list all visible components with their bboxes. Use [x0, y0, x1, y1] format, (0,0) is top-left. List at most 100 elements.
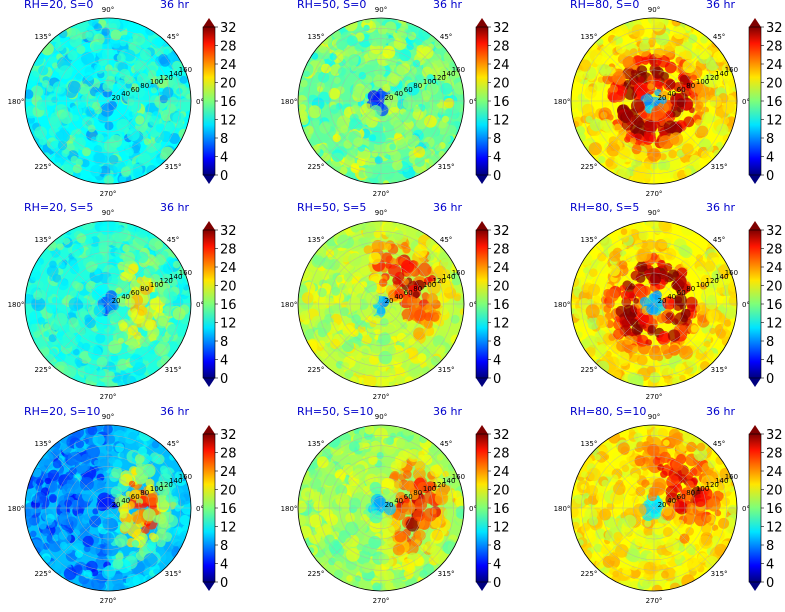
colorbar-tick-label: 28 — [766, 243, 783, 258]
heatmap-cell — [101, 27, 110, 36]
heatmap-cell — [609, 250, 621, 262]
heatmap-cell — [176, 336, 187, 346]
colorbar-tick-label: 32 — [220, 428, 237, 443]
angular-gridline — [595, 100, 655, 160]
heatmap-cell — [111, 67, 119, 75]
heatmap-cell — [128, 274, 137, 282]
heatmap-cell — [38, 65, 49, 76]
colorbar-tick-label: 8 — [766, 132, 774, 147]
heatmap-cell — [160, 130, 172, 143]
angle-tick-label: 90° — [375, 209, 387, 217]
angle-tick-label: 315° — [711, 163, 728, 171]
heatmap-cell — [630, 124, 640, 134]
heatmap-cell — [179, 75, 188, 84]
heatmap-cell — [63, 567, 77, 580]
heatmap-cell — [706, 144, 714, 152]
colorbar-tick-label: 16 — [220, 95, 237, 110]
heatmap-cell — [93, 304, 106, 317]
heatmap-cell — [640, 112, 648, 119]
heatmap-cell — [104, 121, 114, 131]
heatmap-cell — [52, 459, 62, 469]
heatmap-cell — [381, 371, 390, 379]
heatmap-cell — [158, 317, 168, 327]
heatmap-cell — [116, 53, 126, 63]
heatmap-cell — [652, 121, 660, 129]
angle-tick-label: 180° — [8, 301, 25, 309]
colorbar-tick-label: 8 — [220, 539, 228, 554]
angle-tick-label: 180° — [8, 98, 25, 106]
polar-panel: 20 40 60 80 10012014016090°45°0°315°270°225°… — [8, 405, 237, 605]
radial-tick-label: 40 — [121, 90, 130, 98]
colorbar-tick-label: 0 — [220, 372, 228, 387]
heatmap-cell — [59, 505, 67, 513]
heatmap-cell — [326, 513, 338, 526]
radial-tick-label: 60 — [131, 289, 140, 297]
panel-time-label: 36 hr — [433, 0, 462, 11]
heatmap-cell — [36, 478, 44, 486]
polar-panel: 20 40 60 80 10012014016090°45°0°315°270°225°… — [8, 0, 237, 198]
heatmap-cell — [699, 535, 713, 549]
heatmap-cell — [382, 488, 390, 496]
heatmap-cell — [650, 18, 665, 32]
heatmap-cell — [372, 582, 382, 591]
heatmap-cell — [367, 90, 380, 103]
heatmap-cell — [401, 259, 415, 273]
heatmap-cell — [444, 97, 455, 109]
heatmap-cell — [135, 115, 145, 125]
heatmap-cell — [25, 89, 34, 99]
heatmap-cell — [609, 92, 618, 101]
heatmap-cell — [690, 74, 697, 81]
angle-tick-label: 315° — [165, 163, 182, 171]
panel-time-label: 36 hr — [706, 0, 735, 11]
heatmap-cell — [641, 57, 650, 65]
heatmap-cell — [649, 372, 661, 383]
radial-tick-label: 40 — [667, 90, 676, 98]
heatmap-cell — [606, 142, 621, 157]
heatmap-cell — [649, 347, 662, 361]
colorbar-tick-label: 28 — [493, 40, 510, 55]
heatmap-cell — [601, 97, 611, 107]
heatmap-cell — [695, 101, 704, 110]
colorbar-extend-min — [476, 175, 488, 184]
heatmap-cell — [390, 150, 401, 162]
heatmap-cell — [663, 120, 677, 134]
heatmap-cell — [360, 264, 371, 276]
heatmap-cell — [75, 73, 82, 80]
heatmap-cell — [665, 312, 674, 321]
heatmap-cell — [159, 56, 171, 67]
angle-tick-label: 135° — [34, 33, 51, 41]
heatmap-cell — [663, 439, 670, 447]
heatmap-cell — [329, 53, 337, 61]
heatmap-cell — [333, 76, 341, 84]
heatmap-cell — [608, 136, 618, 146]
heatmap-cell — [119, 271, 129, 281]
heatmap-cell — [369, 331, 376, 339]
heatmap-cell — [30, 85, 44, 98]
heatmap-cell — [336, 276, 343, 283]
heatmap-cell — [332, 134, 341, 143]
heatmap-cell — [159, 152, 168, 160]
colorbar-tick-label: 12 — [493, 317, 510, 332]
heatmap-cell — [584, 86, 597, 99]
heatmap-cell — [341, 505, 349, 513]
heatmap-cell — [435, 344, 446, 355]
heatmap-cell — [321, 448, 331, 457]
colorbar-gradient — [476, 434, 488, 582]
heatmap-cell — [167, 324, 179, 336]
heatmap-cell — [150, 533, 159, 543]
polar-grid — [570, 17, 738, 185]
heatmap-cell — [610, 39, 617, 46]
radial-tick-label: 160 — [179, 473, 192, 481]
colorbar-extend-max — [203, 18, 215, 27]
heatmap-cell — [298, 515, 306, 527]
heatmap-cell — [406, 82, 420, 96]
heatmap-cell — [427, 329, 434, 336]
angular-gridline — [49, 100, 109, 160]
heatmap-cell — [622, 67, 635, 80]
heatmap-cell — [328, 88, 341, 100]
polar-frame — [570, 17, 738, 185]
heatmap-cell — [108, 154, 119, 165]
heatmap-cell — [348, 118, 363, 132]
